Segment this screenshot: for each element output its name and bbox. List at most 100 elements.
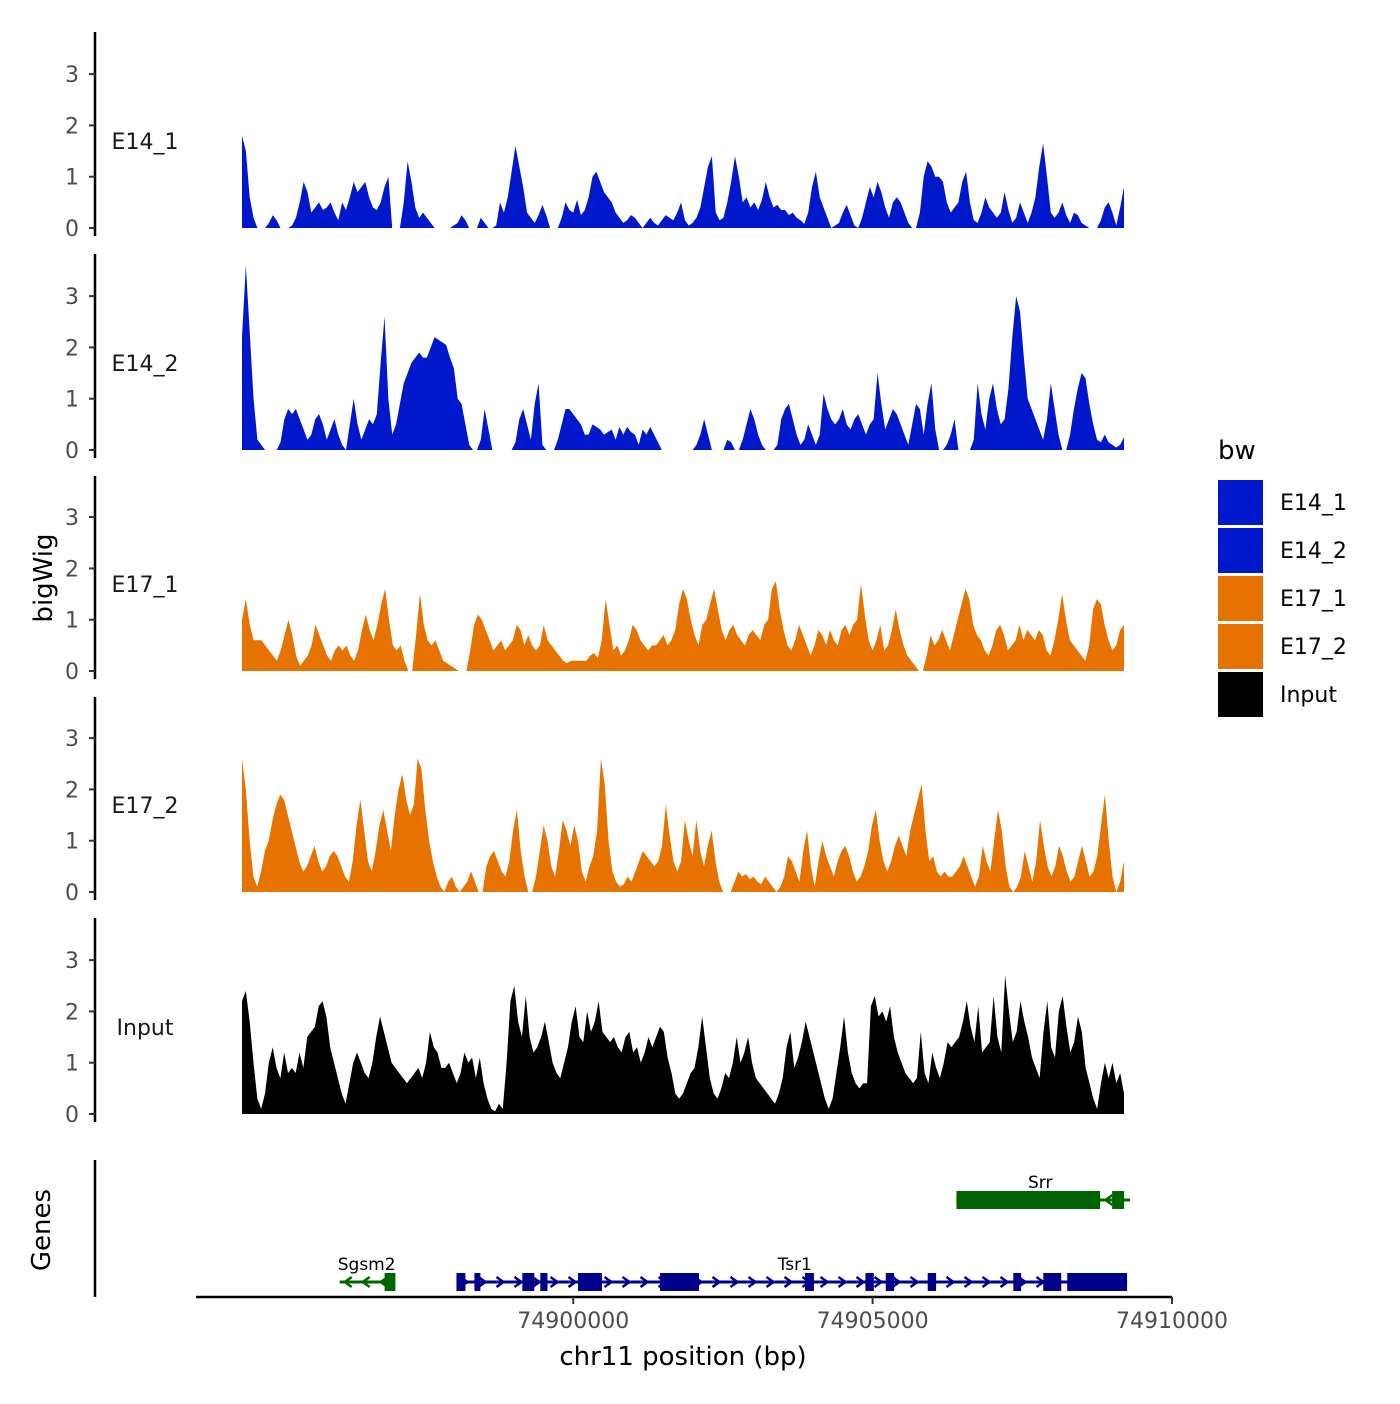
y-tick-label: 1 (65, 166, 79, 191)
y-tick-label: 3 (65, 949, 79, 974)
legend-label: E17_1 (1280, 587, 1347, 612)
gene-exon (956, 1191, 1101, 1209)
gene-exon (1043, 1273, 1062, 1291)
gene-strand-arrow (360, 1275, 371, 1289)
legend-label: E17_2 (1280, 635, 1347, 660)
genes-group: Sgsm2 Tsr1 Srr (93, 1160, 1131, 1297)
y-tick-label: 3 (65, 285, 79, 310)
legend-entry-E14_1: E14_1 (1218, 480, 1347, 525)
legend-entry-E14_2: E14_2 (1218, 528, 1347, 573)
legend: bw E14_1 E14_2 E17_1 E17_2 Input (1218, 436, 1347, 717)
x-axis-title: chr11 position (bp) (559, 1342, 806, 1372)
legend-title: bw (1218, 436, 1256, 466)
legend-swatch (1218, 480, 1263, 525)
y-tick-label: 1 (65, 609, 79, 634)
gene-exon (474, 1273, 481, 1291)
y-axis-title: bigWig (29, 533, 59, 622)
track-label: Input (117, 1016, 174, 1041)
gene-strand-arrow (873, 1275, 884, 1289)
track-label: E17_2 (112, 794, 179, 819)
track-area (242, 581, 1124, 671)
track-area (242, 758, 1124, 892)
legend-label: Input (1280, 683, 1337, 708)
gene-strand-arrow (981, 1275, 992, 1289)
gene-exon (660, 1273, 699, 1291)
track-label: E17_1 (112, 573, 179, 598)
gene-strand-arrow (549, 1275, 560, 1289)
gene-exon (1112, 1191, 1125, 1209)
y-tick-label: 0 (65, 1103, 79, 1128)
gene-strand-arrow (567, 1275, 578, 1289)
gene-exon (456, 1273, 466, 1291)
legend-label: E14_1 (1280, 491, 1347, 516)
legend-swatch (1218, 624, 1263, 669)
gene-strand-arrow (999, 1275, 1010, 1289)
legend-entry-E17_2: E17_2 (1218, 624, 1347, 669)
x-tick-label: 74900000 (517, 1309, 629, 1334)
gene-strand-arrow (837, 1275, 848, 1289)
y-tick-label: 0 (65, 439, 79, 464)
gene-strand-arrow (819, 1275, 830, 1289)
gene-strand-arrow (855, 1275, 866, 1289)
gene-exon (522, 1273, 535, 1291)
track-area (242, 975, 1124, 1114)
track-E17_2: 0 1 2 3 E17_2 (65, 697, 1124, 906)
y-tick-label: 0 (65, 660, 79, 685)
gene-strand-arrow (513, 1275, 524, 1289)
track-E14_2: 0 1 2 3 E14_2 (65, 254, 1124, 464)
tracks-group: 0 1 2 3 E14_1 0 1 2 3 E14_2 0 1 2 3 E17_1 0 1 2 3 E17_2 0 1 2 3… (65, 32, 1124, 1128)
y-tick-label: 3 (65, 727, 79, 752)
gene-strand-arrow (495, 1275, 506, 1289)
legend-swatch (1218, 576, 1263, 621)
track-label: E14_1 (112, 130, 179, 155)
gene-strand-arrow (711, 1275, 722, 1289)
gene-strand-arrow (621, 1275, 632, 1289)
y-tick-label: 2 (65, 336, 79, 361)
gene-exon (384, 1273, 396, 1291)
y-tick-label: 0 (65, 217, 79, 242)
gene-strand-arrow (477, 1275, 488, 1289)
gene-strand-arrow (765, 1275, 776, 1289)
genes-track-title: Genes (27, 1189, 57, 1271)
y-tick-label: 1 (65, 830, 79, 855)
track-label: E14_2 (112, 352, 179, 377)
track-E17_1: 0 1 2 3 E17_1 (65, 476, 1124, 685)
gene-strand-arrow (531, 1275, 542, 1289)
gene-strand-arrow (603, 1275, 614, 1289)
track-area (242, 135, 1124, 228)
gene-label: Srr (1028, 1173, 1052, 1193)
legend-label: E14_2 (1280, 539, 1347, 564)
gene-exon (927, 1273, 937, 1291)
gene-exon (865, 1273, 874, 1291)
y-tick-label: 1 (65, 388, 79, 413)
gene-exon (540, 1273, 548, 1291)
gene-Tsr1: Tsr1 (456, 1255, 1128, 1291)
gene-Srr: Srr (956, 1173, 1131, 1209)
gene-strand-arrow (891, 1275, 902, 1289)
gene-strand-arrow (747, 1275, 758, 1289)
gene-exon (885, 1273, 895, 1291)
y-tick-label: 2 (65, 778, 79, 803)
gene-strand-arrow (963, 1275, 974, 1289)
gene-strand-arrow (909, 1275, 920, 1289)
x-axis: 74900000 74905000 74910000 (196, 1295, 1228, 1334)
y-tick-label: 3 (65, 63, 79, 88)
legend-swatch (1218, 528, 1263, 573)
gene-strand-arrow (945, 1275, 956, 1289)
gene-exon (804, 1273, 814, 1291)
gene-exon (1013, 1273, 1022, 1291)
gene-exon (578, 1273, 602, 1291)
track-E14_1: 0 1 2 3 E14_1 (65, 32, 1124, 242)
y-tick-label: 3 (65, 506, 79, 531)
gene-strand-arrow (342, 1275, 353, 1289)
gene-strand-arrow (729, 1275, 740, 1289)
y-tick-label: 2 (65, 557, 79, 582)
gene-label: Tsr1 (777, 1255, 812, 1275)
x-tick-label: 74905000 (817, 1309, 929, 1334)
track-area (242, 265, 1124, 450)
gene-label: Sgsm2 (338, 1255, 396, 1275)
gene-exon (1067, 1273, 1128, 1291)
